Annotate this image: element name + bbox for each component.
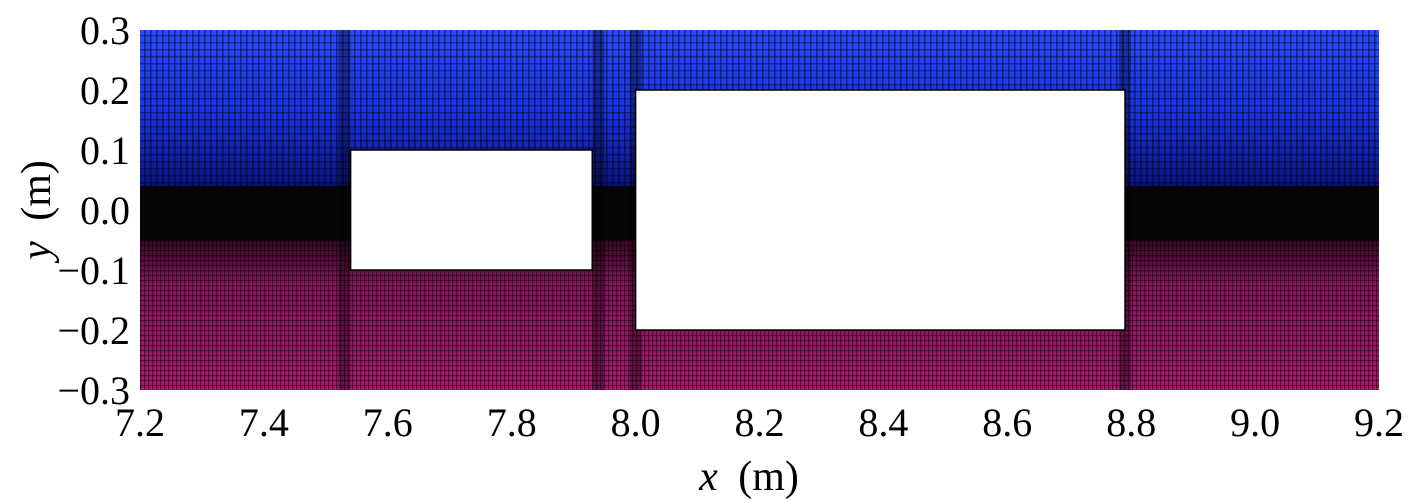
y-tick-label: 0.3	[80, 8, 130, 53]
x-tick-label: 8.4	[858, 400, 908, 445]
y-tick-label: −0.2	[57, 308, 130, 353]
x-tick-label: 8.0	[611, 400, 661, 445]
y-tick-label: 0.2	[80, 68, 130, 113]
x-axis-symbol: x	[698, 454, 718, 500]
y-axis-unit: (m)	[14, 160, 60, 221]
y-axis-label: y (m)	[14, 160, 60, 264]
x-tick-label: 9.0	[1230, 400, 1280, 445]
y-axis-symbol: y	[14, 241, 60, 264]
obstacles	[349, 89, 1126, 331]
dense-column-1	[338, 30, 351, 390]
x-tick-label: 8.6	[982, 400, 1032, 445]
x-tick-label: 7.6	[363, 400, 413, 445]
x-axis-unit: (m)	[738, 454, 799, 500]
x-tick-label: 7.8	[487, 400, 537, 445]
y-tick-label: 0.0	[80, 188, 130, 233]
x-tick-label: 8.2	[735, 400, 785, 445]
x-tick-label: 7.4	[239, 400, 289, 445]
x-tick-label: 7.2	[115, 400, 165, 445]
y-tick-label: −0.3	[57, 368, 130, 413]
dense-column-2	[592, 30, 605, 390]
y-tick-label: −0.1	[57, 248, 130, 293]
plot-area	[140, 30, 1379, 390]
x-axis-ticks: 7.2 7.4 7.6 7.8 8.0 8.2 8.4 8.6 8.8 9.0 9.2	[115, 400, 1404, 445]
y-axis-ticks: 0.3 0.2 0.1 0.0 −0.1 −0.2 −0.3	[57, 8, 130, 413]
small-block	[349, 149, 593, 271]
x-tick-label: 8.8	[1106, 400, 1156, 445]
x-axis-label: x (m)	[698, 454, 799, 500]
large-block	[634, 89, 1126, 331]
x-tick-label: 9.2	[1354, 400, 1404, 445]
y-tick-label: 0.1	[80, 128, 130, 173]
